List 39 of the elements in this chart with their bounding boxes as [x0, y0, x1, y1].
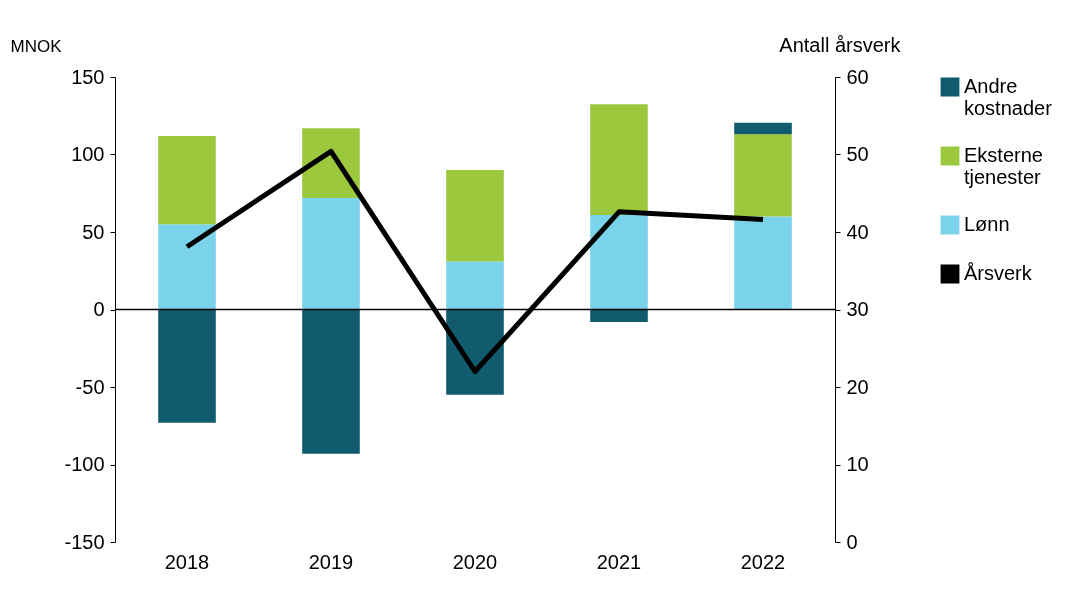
bar — [446, 170, 504, 262]
bar — [734, 134, 792, 217]
legend-label: Andre kostnader — [964, 75, 1053, 119]
bar — [158, 224, 216, 310]
y-tick-label: 0 — [93, 298, 105, 320]
bar — [158, 135, 216, 225]
y-tick-label: 100 — [71, 143, 105, 165]
y2-tick-label: 0 — [846, 530, 858, 553]
y2-tick-label: 30 — [846, 298, 869, 320]
y-tick-label: -100 — [64, 453, 105, 475]
x-tick-label: 2020 — [452, 550, 498, 573]
y-tick-label: -50 — [75, 375, 105, 398]
y2-tick-label: 10 — [846, 453, 869, 475]
x-tick-label: 2019 — [308, 550, 354, 573]
y-tick-label: 150 — [71, 65, 105, 88]
y2-axis-title: Antall årsverk — [779, 33, 902, 56]
x-tick-label: 2018 — [164, 550, 210, 573]
bar — [590, 104, 648, 215]
x-tick-label: 2022 — [740, 550, 786, 573]
legend-label: Lønn — [964, 213, 1010, 235]
bar — [734, 122, 792, 135]
bar — [446, 261, 504, 310]
y-tick-label: 50 — [82, 220, 105, 243]
bar — [590, 309, 648, 322]
y2-tick-label: 40 — [846, 220, 869, 243]
y-tick-label: -150 — [64, 530, 105, 553]
bar — [302, 309, 360, 454]
legend-label: Årsverk — [964, 262, 1033, 284]
y2-tick-label: 50 — [846, 143, 869, 165]
y2-tick-label: 60 — [846, 65, 869, 88]
bar — [302, 197, 360, 310]
bar — [590, 214, 648, 310]
bar — [158, 309, 216, 423]
x-tick-label: 2021 — [596, 550, 642, 573]
bar — [734, 216, 792, 310]
bar — [446, 309, 504, 395]
y-axis-title: MNOK — [10, 36, 63, 56]
y2-tick-label: 20 — [846, 375, 869, 398]
legend-label: Eksterne tjenester — [964, 144, 1043, 188]
